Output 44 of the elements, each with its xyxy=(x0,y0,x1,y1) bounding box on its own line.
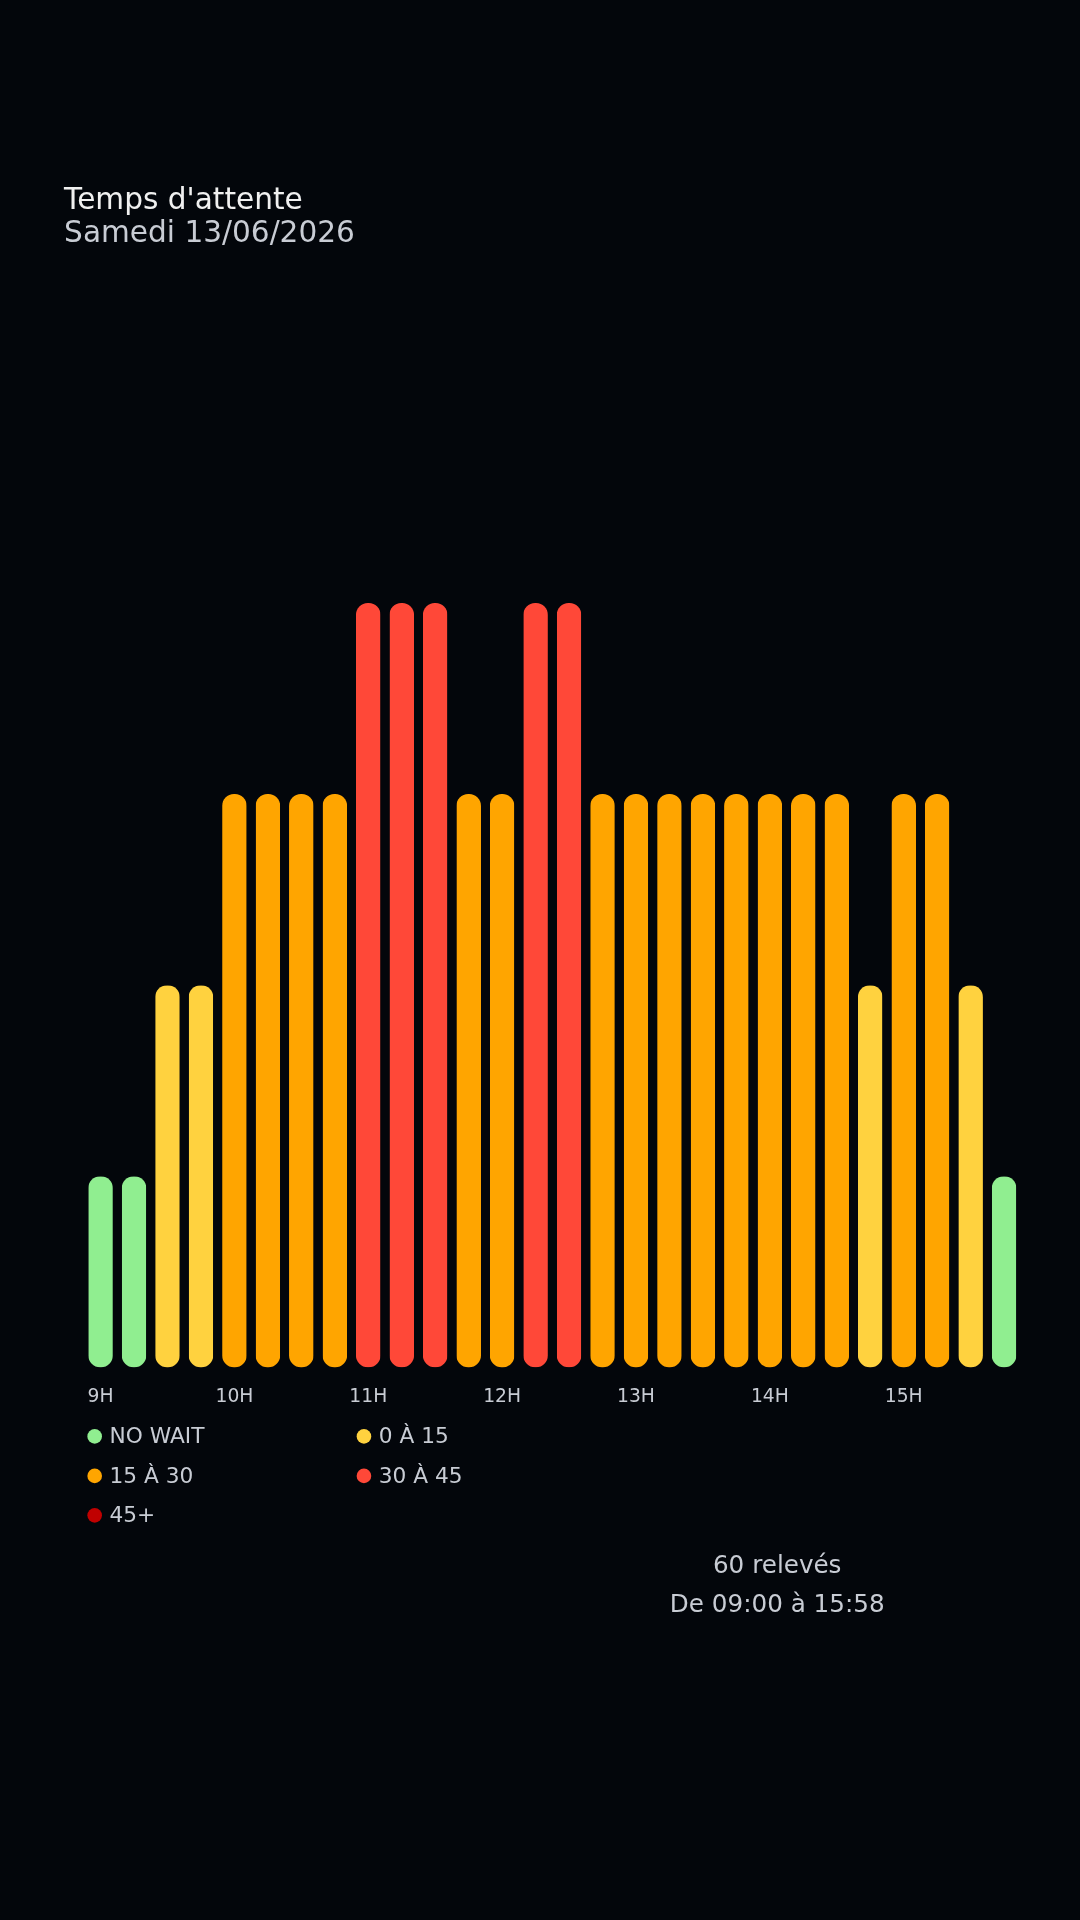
bar xyxy=(790,794,816,1368)
bar xyxy=(958,985,983,1368)
bar xyxy=(322,794,348,1368)
bar xyxy=(355,603,381,1368)
text: De 09:00 à 15:58 xyxy=(669,1588,885,1618)
text: 60 relevés xyxy=(712,1549,842,1579)
bar xyxy=(824,794,850,1368)
bar xyxy=(857,985,883,1368)
bar xyxy=(991,1176,1017,1368)
bar xyxy=(891,794,917,1368)
bar xyxy=(88,1176,113,1368)
chart-subtitle: Samedi 13/06/2026 xyxy=(64,215,355,250)
x-tick-label: 13H xyxy=(617,1385,655,1407)
legend-label: NO WAIT xyxy=(109,1423,206,1449)
bar xyxy=(690,794,716,1368)
chart-title: Temps d'attente xyxy=(63,182,303,217)
bar xyxy=(389,603,415,1368)
bar xyxy=(523,603,548,1368)
bar xyxy=(456,794,481,1368)
legend-label: 45+ xyxy=(109,1502,156,1528)
bar xyxy=(222,794,247,1368)
bar xyxy=(422,603,448,1368)
bar xyxy=(757,794,783,1368)
bar xyxy=(657,794,682,1368)
bar xyxy=(255,794,281,1368)
bar xyxy=(724,794,749,1368)
x-tick-label: 14H xyxy=(750,1385,789,1407)
x-tick-label: 10H xyxy=(215,1385,254,1407)
bar xyxy=(155,985,180,1368)
legend-label: 30 À 45 xyxy=(378,1462,463,1488)
legend-label: 15 À 30 xyxy=(109,1462,194,1488)
bar xyxy=(556,603,582,1368)
bar xyxy=(121,1176,147,1368)
bar xyxy=(924,794,950,1368)
x-tick-label: 11H xyxy=(349,1385,388,1407)
x-tick-label: 15H xyxy=(884,1385,923,1407)
bar xyxy=(590,794,615,1368)
x-tick-label: 9H xyxy=(87,1385,114,1407)
bar xyxy=(623,794,649,1368)
bar xyxy=(489,794,515,1368)
x-tick-label: 12H xyxy=(483,1385,522,1407)
legend-label: 0 À 15 xyxy=(378,1423,449,1449)
bar xyxy=(188,985,214,1368)
bar xyxy=(289,794,314,1368)
